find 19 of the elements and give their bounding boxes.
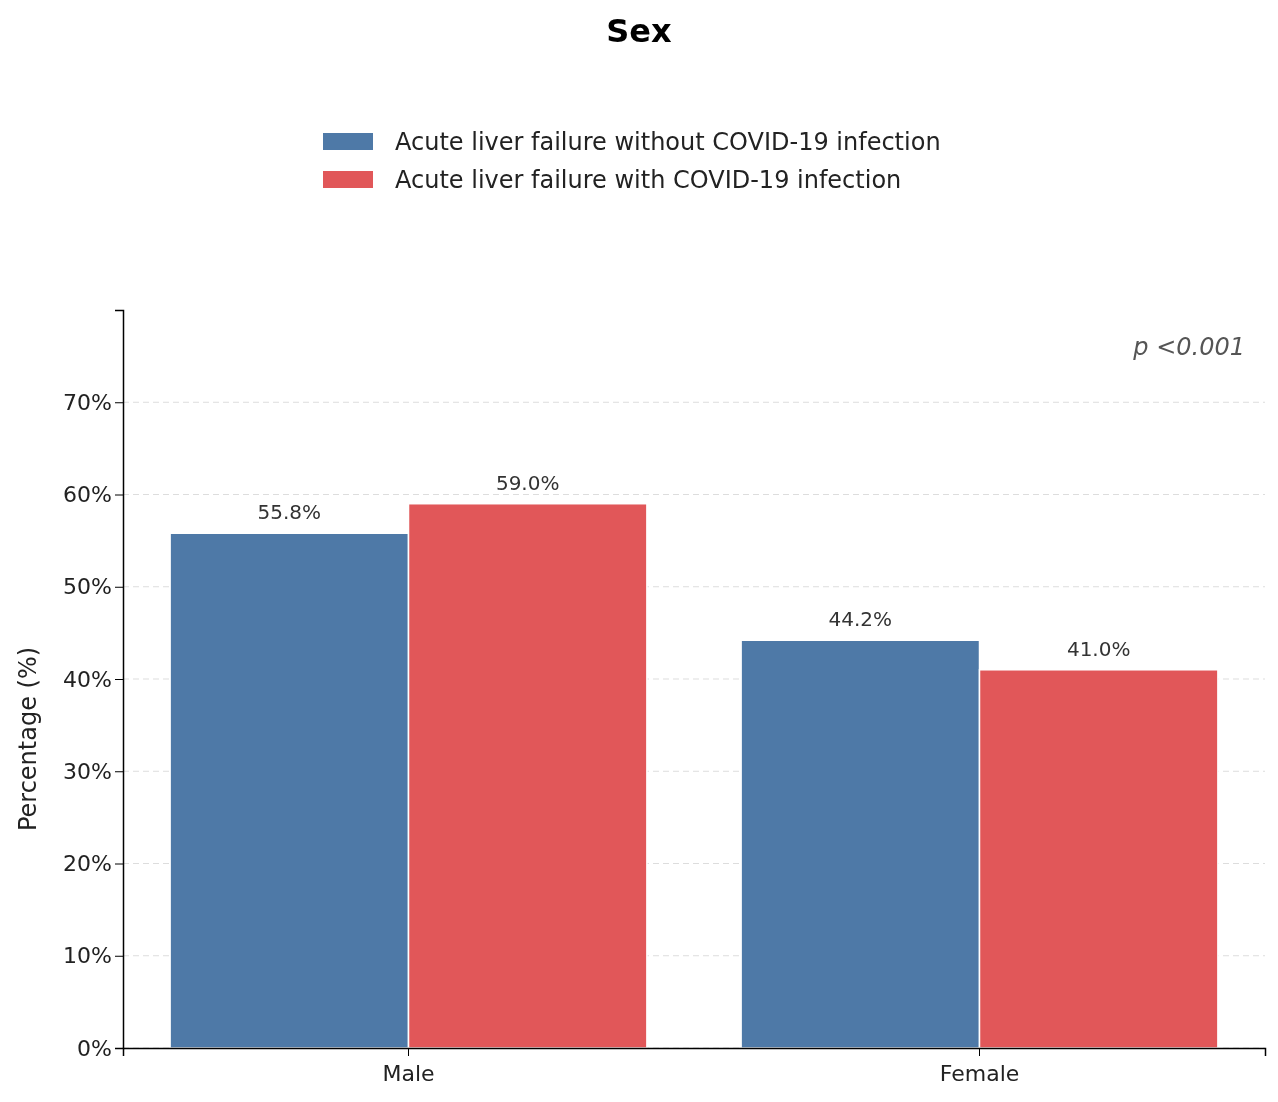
- y-tick-label: 30%: [63, 758, 112, 784]
- y-tick-label: 10%: [63, 943, 112, 969]
- legend-label: Acute liver failure with COVID-19 infection: [395, 166, 902, 194]
- legend-label: Acute liver failure without COVID-19 infection: [395, 128, 941, 156]
- data-label: 59.0%: [495, 470, 560, 495]
- chart-title: Sex: [606, 12, 673, 50]
- x-tick-label: Female: [939, 1061, 1020, 1086]
- data-label: 55.8%: [257, 500, 322, 525]
- y-tick-label: 20%: [63, 851, 112, 877]
- y-tick-label: 70%: [63, 389, 112, 415]
- data-label: 41.0%: [1066, 636, 1131, 661]
- annotation: p <0.001: [1132, 333, 1245, 361]
- y-axis-title: Percentage (%): [14, 646, 42, 832]
- data-label: 44.2%: [828, 607, 893, 632]
- y-tick-label: 0%: [77, 1035, 112, 1061]
- y-tick-label: 40%: [63, 666, 112, 692]
- x-tick-label: Male: [382, 1061, 435, 1086]
- y-tick-label: 50%: [63, 574, 112, 600]
- y-tick-label: 60%: [63, 482, 112, 508]
